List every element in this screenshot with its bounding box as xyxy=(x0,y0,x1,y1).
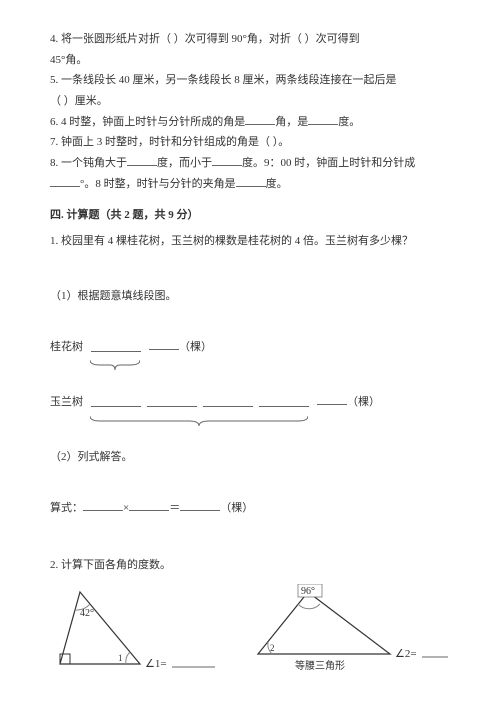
svg-text:∠2=: ∠2= xyxy=(395,648,417,660)
unit-label: （棵） xyxy=(347,396,380,408)
svg-text:∠1=: ∠1= xyxy=(145,658,167,670)
q8-text-1: 8. 一个钝角大于 xyxy=(50,157,127,169)
question-4: 4. 将一张圆形纸片对折（ ）次可得到 90°角，对折（ ）次可得到 xyxy=(50,30,450,49)
q5-text-2: （ xyxy=(50,95,61,107)
tree2-diagram: 玉兰树 （棵） xyxy=(50,393,450,432)
formula-label: 算式： xyxy=(50,502,83,514)
triangle-diagrams: 42° 1 ∠1= 96° 2 ∠2= 等腰三角形 xyxy=(50,584,450,674)
brace-2 xyxy=(90,414,450,433)
q5-text-1: 5. 一条线段长 40 厘米，另一条线段长 8 厘米，两条线段连接在一起后是 xyxy=(50,74,397,86)
question-8: 8. 一个钝角大于 度，而小于 度。9：00 时，钟面上时针和分针成 xyxy=(50,154,450,173)
brace-1 xyxy=(90,358,450,377)
question-5-line2: （ ）厘米。 xyxy=(50,92,450,111)
q8-text-4: °。8 时整，时针与分针的夹角是 xyxy=(80,178,236,190)
svg-text:1: 1 xyxy=(118,653,123,663)
question-5: 5. 一条线段长 40 厘米，另一条线段长 8 厘米，两条线段连接在一起后是 xyxy=(50,71,450,90)
q4-text-1: 4. 将一张圆形纸片对折（ xyxy=(50,33,171,45)
tree1-diagram: 桂花树 （棵） xyxy=(50,338,450,377)
q8-text-3: 度。9：00 时，钟面上时针和分针成 xyxy=(242,157,415,169)
q6-text-1: 6. 4 时整，钟面上时针与分针所成的角是 xyxy=(50,116,245,128)
question-8-line2: °。8 时整，时针与分针的夹角是 度。 xyxy=(50,175,450,194)
section4-q1-sub2: （2）列式解答。 xyxy=(50,448,450,467)
q4-text-4: 45°角。 xyxy=(50,54,87,66)
blank-field xyxy=(308,113,338,125)
svg-text:96°: 96° xyxy=(301,586,315,597)
q8-text-2: 度，而小于 xyxy=(157,157,212,169)
question-7: 7. 钟面上 3 时整时，时针和分针组成的角是（ ）。 xyxy=(50,133,450,152)
blank-field xyxy=(212,154,242,166)
triangle-1: 42° 1 ∠1= xyxy=(50,584,220,674)
tree1-label: 桂花树 xyxy=(50,338,83,357)
blank-field xyxy=(180,499,220,511)
q6-text-3: 度。 xyxy=(338,116,360,128)
blank-field xyxy=(127,154,157,166)
segment xyxy=(259,397,309,407)
blank-field xyxy=(236,175,266,187)
q8-text-5: 度。 xyxy=(266,178,288,190)
blank-field xyxy=(129,499,169,511)
segment xyxy=(203,397,253,407)
unit-label: （棵） xyxy=(179,341,212,353)
blank-field xyxy=(317,393,347,405)
segment xyxy=(91,397,141,407)
q6-text-2: 角，是 xyxy=(275,116,308,128)
section-4-title: 四. 计算题（共 2 题，共 9 分） xyxy=(50,206,450,225)
tree2-label: 玉兰树 xyxy=(50,393,83,412)
formula-unit: （棵） xyxy=(220,502,253,514)
svg-text:2: 2 xyxy=(270,643,275,653)
q7-text-1: 7. 钟面上 3 时整时，时针和分针组成的角是（ xyxy=(50,136,270,148)
section4-q2: 2. 计算下面各角的度数。 xyxy=(50,556,450,575)
section4-q1: 1. 校园里有 4 棵桂花树，玉兰树的棵数是桂花树的 4 倍。玉兰树有多少棵？ xyxy=(50,232,450,251)
triangle-2: 96° 2 ∠2= 等腰三角形 xyxy=(250,584,450,674)
formula-line: 算式：×＝（棵） xyxy=(50,499,450,518)
q4-text-3: ）次可得到 xyxy=(305,33,360,45)
svg-text:42°: 42° xyxy=(80,608,94,619)
blank-field xyxy=(245,113,275,125)
q5-text-3: ）厘米。 xyxy=(64,95,108,107)
blank-field xyxy=(149,338,179,350)
segment xyxy=(147,397,197,407)
svg-text:等腰三角形: 等腰三角形 xyxy=(295,659,345,672)
question-6: 6. 4 时整，钟面上时针与分针所成的角是 角，是 度。 xyxy=(50,113,450,132)
blank-field xyxy=(83,499,123,511)
section4-q1-sub1: （1）根据题意填线段图。 xyxy=(50,287,450,306)
q4-text-2: ）次可得到 90°角，对折（ xyxy=(174,33,302,45)
blank-field xyxy=(50,175,80,187)
formula-eq: ＝ xyxy=(169,502,180,514)
question-4-line2: 45°角。 xyxy=(50,51,450,70)
q7-text-2: ）。 xyxy=(273,136,290,148)
segment xyxy=(91,342,141,352)
